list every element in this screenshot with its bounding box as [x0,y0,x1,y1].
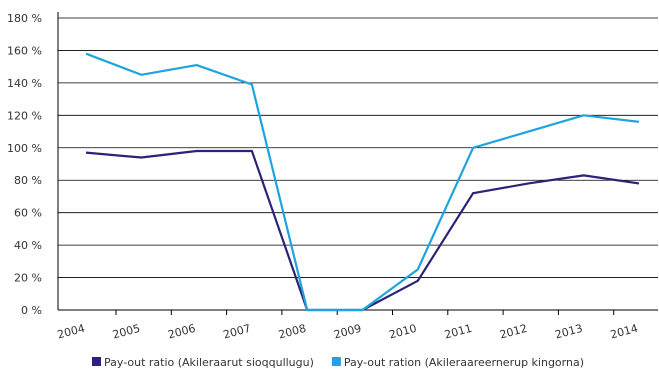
series-line-1 [85,149,640,312]
y-tick-label: 0 % [21,304,42,317]
legend-swatch-1 [92,357,101,366]
x-axis-ticks: 2004 2005 2006 2007 2008 2009 2010 2011 2012 2013… [56,310,639,342]
x-tick-label: 2013 [554,322,584,342]
y-tick-label: 20 % [14,272,42,285]
x-tick-label: 2007 [222,322,252,342]
x-tick-label: 2008 [277,322,307,342]
x-tick-label: 2014 [609,322,639,342]
x-tick-label: 2010 [388,322,418,342]
y-tick-label: 180 % [7,12,42,25]
x-tick-label: 2006 [166,322,196,342]
x-tick-label: 2011 [443,322,473,342]
y-tick-label: 80 % [14,174,42,187]
y-tick-label: 140 % [7,77,42,90]
legend-label-2: Pay-out ration (Akileraareernerup kingor… [344,356,584,369]
series-line-2 [85,52,640,312]
x-tick-label: 2004 [56,322,86,342]
x-tick-label: 2012 [498,322,528,342]
gridlines [57,12,658,311]
y-tick-label: 40 % [14,239,42,252]
x-tick-label: 2005 [111,322,141,342]
legend-swatch-2 [331,357,341,366]
y-tick-label: 60 % [14,207,42,220]
x-tick-label: 2009 [332,322,362,342]
y-axis-ticks: 0 % 20 % 40 % 60 % 80 % 100 % 120 % 140 % 160 % 1… [7,12,42,317]
legend-label-1: Pay-out ratio (Akileraarut sioqqullugu) [104,356,314,369]
y-tick-label: 100 % [7,142,42,155]
legend: Pay-out ratio (Akileraarut sioqqullugu) P… [92,356,584,369]
y-tick-label: 120 % [7,109,42,122]
y-tick-label: 160 % [7,44,42,57]
series-lines [85,52,640,312]
